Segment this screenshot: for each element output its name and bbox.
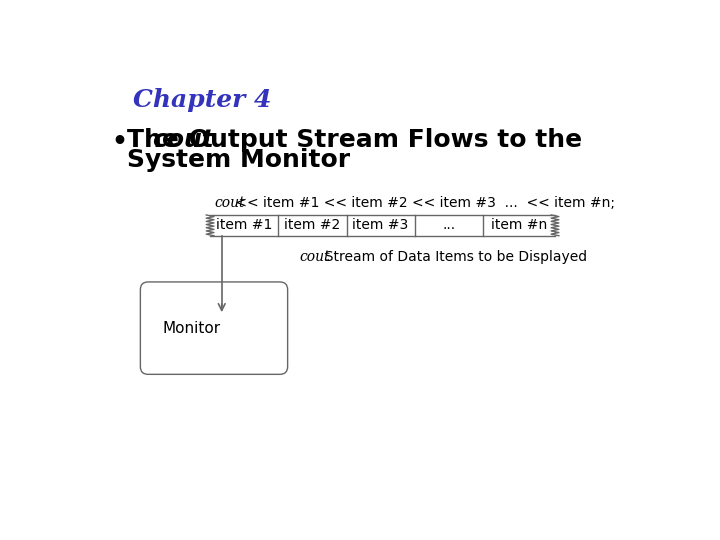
- Text: item #n: item #n: [491, 218, 547, 232]
- Text: item #1: item #1: [216, 218, 272, 232]
- Text: System Monitor: System Monitor: [127, 148, 351, 172]
- Text: •: •: [112, 130, 127, 154]
- Text: Output Stream Flows to the: Output Stream Flows to the: [180, 128, 582, 152]
- FancyBboxPatch shape: [140, 282, 287, 374]
- Text: << item #1 << item #2 << item #3  ...  << item #n;: << item #1 << item #2 << item #3 ... << …: [231, 195, 615, 210]
- Text: cout: cout: [300, 249, 330, 264]
- Text: The: The: [127, 128, 188, 152]
- Text: cout: cout: [214, 195, 245, 210]
- Text: cout: cout: [152, 128, 214, 152]
- Text: Monitor: Monitor: [162, 321, 220, 336]
- Text: Stream of Data Items to be Displayed: Stream of Data Items to be Displayed: [316, 249, 588, 264]
- Text: item #2: item #2: [284, 218, 341, 232]
- Text: ...: ...: [442, 218, 455, 232]
- Text: item #3: item #3: [353, 218, 409, 232]
- Text: Chapter 4: Chapter 4: [132, 88, 271, 112]
